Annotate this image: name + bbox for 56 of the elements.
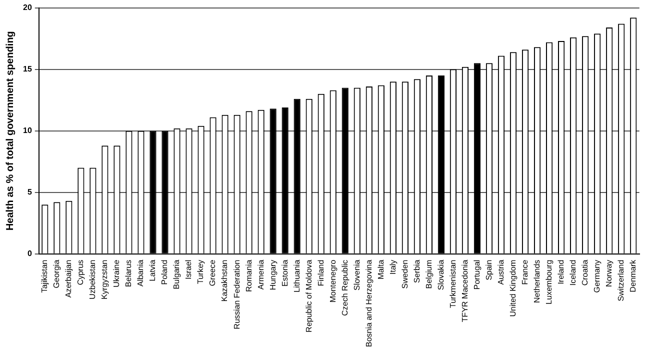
x-tick-label: Romania xyxy=(244,259,254,292)
x-tick-label: Luxembourg xyxy=(544,260,554,304)
y-tick-label: 5 xyxy=(27,188,32,197)
x-tick-label: Italy xyxy=(388,260,398,275)
x-tick-label: France xyxy=(520,259,530,285)
x-tick-label: Republic of Moldova xyxy=(304,259,314,332)
x-tick-label: Estonia xyxy=(280,259,290,287)
x-tick-label: Malta xyxy=(376,259,386,280)
x-tick-label: Portugal xyxy=(472,260,482,290)
y-tick-label: 0 xyxy=(27,249,32,258)
x-tick-label: Lithuania xyxy=(292,259,302,292)
x-tick-label: Croatia xyxy=(580,259,590,286)
x-tick-label: Serbia xyxy=(412,259,422,283)
x-tick-label: Albania xyxy=(136,259,146,287)
x-tick-label: Azerbaijan xyxy=(64,260,74,298)
x-tick-label: Montenegro xyxy=(328,259,338,303)
x-tick-label: Czech Republic xyxy=(340,260,350,316)
y-tick-label: 20 xyxy=(22,3,32,12)
x-tick-label: Poland xyxy=(160,260,170,285)
x-tick-label: Ukraine xyxy=(112,259,122,288)
x-tick-label: Cyprus xyxy=(76,260,86,286)
x-tick-label: Turkmenistan xyxy=(448,260,458,308)
x-tick-label: Greece xyxy=(208,259,218,286)
x-tick-label: Israel xyxy=(184,260,194,280)
x-tick-label: Netherlands xyxy=(532,260,542,303)
x-tick-label: Kyrgyzstan xyxy=(100,260,110,300)
x-tick-label: Austria xyxy=(496,259,506,285)
x-tick-label: Georgia xyxy=(52,259,62,288)
x-tick-label: Hungary xyxy=(268,260,278,290)
x-tick-label: Belarus xyxy=(124,260,134,287)
x-tick-label: Belgium xyxy=(424,260,434,289)
x-tick-label: Kazakhstan xyxy=(220,260,230,302)
x-tick-label: Iceland xyxy=(568,260,578,286)
x-tick-label: Norway xyxy=(604,260,614,287)
y-axis-title: Health as % of total government spending xyxy=(4,31,16,231)
x-tick-label: Ireland xyxy=(556,260,566,284)
x-tick-label: Denmark xyxy=(628,258,638,292)
x-tick-label: Switzerland xyxy=(616,260,626,302)
x-tick-label: Latvia xyxy=(148,259,158,282)
x-tick-label: Slovakia xyxy=(436,259,446,290)
y-tick-label: 10 xyxy=(22,126,32,136)
x-tick-label: Turkey xyxy=(196,260,206,284)
x-tick-label: Armenia xyxy=(256,259,266,290)
x-tick-label: Bulgaria xyxy=(172,259,182,290)
x-tick-label: Spain xyxy=(484,260,494,280)
x-tick-label: Russian Federation xyxy=(232,260,242,330)
y-tick-label: 15 xyxy=(22,64,32,74)
x-tick-label: Tajikistan xyxy=(40,260,50,293)
x-tick-label: Slovenia xyxy=(352,259,362,291)
x-tick-label: Finland xyxy=(316,260,326,286)
x-tick-label: Germany xyxy=(592,260,602,293)
x-tick-label: Bosnia and Herzegovina xyxy=(364,259,374,348)
x-tick-label: Sweden xyxy=(400,260,410,289)
x-tick-label: Uzbekistan xyxy=(88,260,98,300)
x-tick-label: United Kingdom xyxy=(508,259,518,317)
x-tick-label: TFYR Macedonia xyxy=(460,259,470,322)
